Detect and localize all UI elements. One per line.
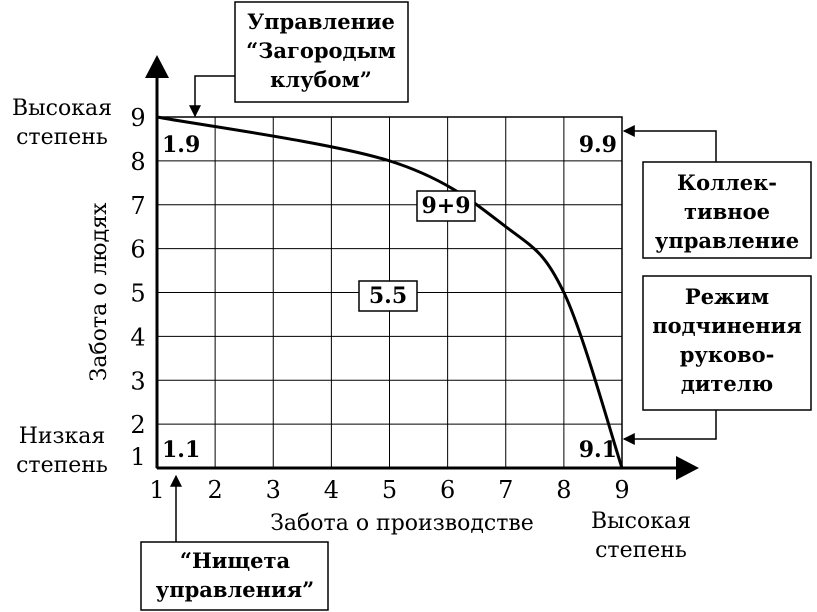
callout-impoverished-box (140, 541, 329, 611)
x-tick-label: 6 (440, 476, 455, 504)
callout-authority: Режим подчинения руково- дителю (622, 275, 812, 445)
y-tick-label: 6 (130, 236, 145, 264)
cell-label: 9+9 (421, 193, 470, 219)
y-tick-label: 3 (130, 367, 145, 395)
cell-label: 9.1 (579, 437, 617, 463)
x-tick-label: 4 (324, 476, 339, 504)
y-tick-label: 8 (130, 148, 145, 176)
y-low-label-line2: степень (16, 453, 108, 478)
y-low-label-line1: Низкая (19, 424, 106, 449)
callout-impoverished: “Нищета управления” (140, 474, 329, 611)
callout-authority-line3: руково- (680, 342, 775, 367)
x-tick-label: 9 (614, 476, 629, 504)
x-tick-label: 2 (207, 476, 222, 504)
optimum-curve (156, 115, 624, 469)
callout-impoverished-line2: управления” (156, 577, 314, 602)
y-tick-label: 5 (130, 280, 145, 308)
cell-label: 5.5 (369, 283, 407, 309)
callout-team-arrow (622, 125, 717, 162)
callout-authority-arrow (622, 410, 717, 445)
callout-team-box (642, 161, 812, 259)
x-axis-title: Забота о производстве (270, 511, 534, 536)
y-tick-labels: 1 2 3 4 5 6 7 8 9 (130, 104, 145, 471)
x-tick-label: 8 (556, 476, 571, 504)
callout-country-club: Управление “Загородым клубом” (189, 1, 409, 118)
callout-team-line2: тивное (684, 199, 770, 224)
y-tick-label: 2 (130, 411, 145, 439)
x-high-label-line1: Высокая (591, 509, 691, 534)
callout-country-club-line2: “Загородым (246, 38, 396, 63)
callout-authority-box (642, 275, 812, 411)
callout-team: Коллек- тивное управление (622, 125, 812, 259)
y-tick-label: 1 (130, 443, 145, 471)
cell-label: 1.9 (162, 132, 200, 158)
callout-country-club-arrow (189, 75, 235, 118)
callout-country-club-line3: клубом” (270, 67, 372, 92)
cell-label: 9.9 (579, 132, 617, 158)
callout-country-club-line1: Управление (247, 9, 395, 34)
callout-team-line1: Коллек- (677, 170, 777, 195)
y-tick-label: 4 (130, 323, 145, 351)
y-high-label-line2: степень (16, 125, 108, 150)
x-tick-label: 7 (498, 476, 513, 504)
callout-impoverished-line1: “Нищета (180, 548, 291, 573)
x-tick-label: 1 (149, 476, 164, 504)
y-tick-label: 7 (130, 192, 145, 220)
grid-cell-labels: 1.9 9.9 1.1 9.1 5.5 9+9 (162, 132, 617, 463)
callout-country-club-box (234, 1, 409, 103)
x-tick-label: 3 (266, 476, 281, 504)
cell-label: 1.1 (162, 437, 200, 463)
callout-team-line3: управление (655, 228, 799, 253)
x-tick-label: 5 (382, 476, 397, 504)
x-high-label-line2: степень (595, 538, 687, 563)
y-tick-label: 9 (130, 104, 145, 132)
y-high-label-line1: Высокая (12, 96, 112, 121)
callout-authority-line4: дителю (681, 371, 773, 396)
x-tick-labels: 1 2 3 4 5 6 7 8 9 (149, 476, 629, 504)
y-axis-title: Забота о людях (87, 202, 112, 381)
callout-authority-line1: Режим (685, 284, 769, 309)
x-axis-arrowhead (676, 456, 699, 480)
callout-authority-line2: подчинения (652, 313, 802, 338)
cell-label-box (358, 280, 418, 312)
cell-label-box (416, 190, 476, 222)
grid-lines (157, 117, 622, 468)
y-axis-arrowhead (145, 55, 169, 78)
